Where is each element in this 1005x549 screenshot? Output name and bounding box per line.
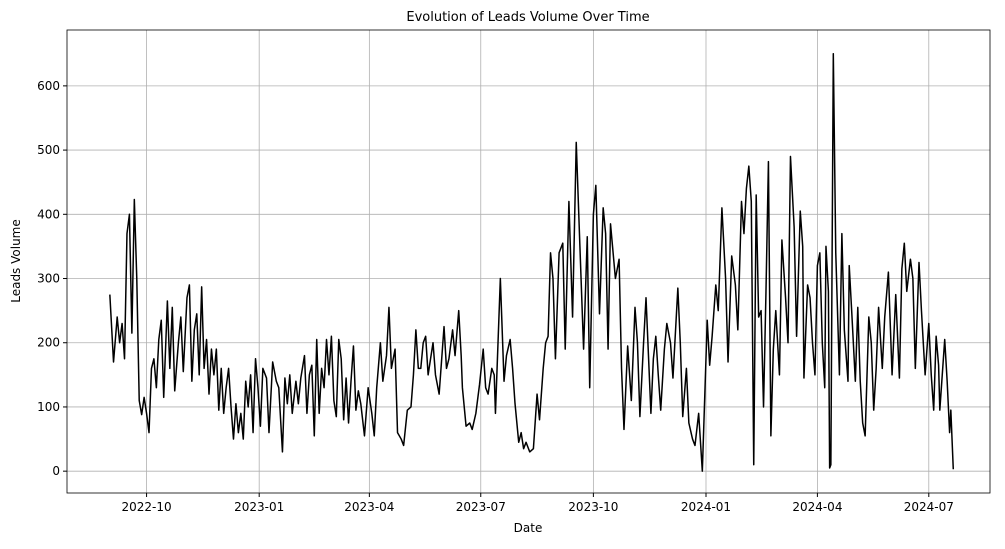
x-tick-label: 2024-01: [681, 500, 731, 514]
x-tick-label: 2024-04: [792, 500, 842, 514]
y-tick-label: 0: [52, 464, 60, 478]
x-tick-label: 2023-04: [344, 500, 394, 514]
y-tick-label: 600: [37, 79, 60, 93]
x-tick-label: 2023-10: [568, 500, 618, 514]
y-tick-label: 300: [37, 272, 60, 286]
chart-title: Evolution of Leads Volume Over Time: [406, 10, 649, 25]
y-tick-label: 500: [37, 143, 60, 157]
data-line: [109, 53, 955, 472]
y-axis-label: Leads Volume: [9, 219, 23, 303]
y-tick-label: 100: [37, 400, 60, 414]
x-tick-label: 2023-07: [456, 500, 506, 514]
x-tick-label: 2022-10: [121, 500, 171, 514]
x-axis-label: Date: [514, 521, 543, 535]
x-tick-label: 2023-01: [234, 500, 284, 514]
y-tick-label: 200: [37, 336, 60, 350]
y-tick-label: 400: [37, 207, 60, 221]
x-tick-label: 2024-07: [904, 500, 954, 514]
plot-frame: [66, 29, 991, 494]
